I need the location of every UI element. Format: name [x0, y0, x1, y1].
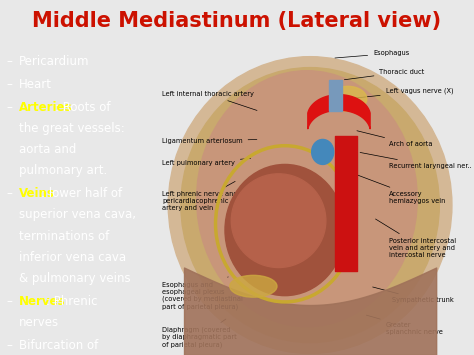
Text: Pericardium: Pericardium	[19, 55, 90, 68]
Text: Middle Mediastinum (Lateral view): Middle Mediastinum (Lateral view)	[32, 11, 442, 31]
Text: Arch of aorta: Arch of aorta	[357, 131, 432, 147]
Text: Nerves: Nerves	[19, 295, 65, 308]
Text: Heart: Heart	[19, 78, 52, 91]
Text: aorta and: aorta and	[19, 143, 76, 156]
Text: Diaphragm (covered
by diaphragmatic part
of parietal pleura): Diaphragm (covered by diaphragmatic part…	[162, 319, 237, 348]
Text: the great vessels:: the great vessels:	[19, 122, 125, 135]
Text: Left internal thoracic artery: Left internal thoracic artery	[162, 91, 257, 110]
Ellipse shape	[168, 57, 452, 354]
Ellipse shape	[197, 71, 417, 327]
Text: Left pulmonary artery: Left pulmonary artery	[162, 158, 251, 166]
Text: Veins: Veins	[19, 187, 55, 200]
Bar	[329, 80, 342, 111]
Text: Accessory
hemiazygos vein: Accessory hemiazygos vein	[357, 175, 445, 204]
Text: –: –	[6, 55, 12, 68]
Text: superior vena cava,: superior vena cava,	[19, 208, 136, 222]
Text: –: –	[6, 295, 12, 308]
Text: nerves: nerves	[19, 316, 59, 329]
Text: Greater
splanchnic nerve: Greater splanchnic nerve	[366, 315, 443, 335]
Text: Thoracic duct: Thoracic duct	[345, 69, 425, 80]
Text: –: –	[6, 78, 12, 91]
Text: Esophagus: Esophagus	[335, 50, 410, 58]
Text: Arteries: Arteries	[19, 101, 73, 114]
Text: : lower half of: : lower half of	[41, 187, 122, 200]
Ellipse shape	[312, 140, 334, 164]
Ellipse shape	[231, 174, 326, 268]
Text: Posterior intercostal
vein and artery and
intercostal nerve: Posterior intercostal vein and artery an…	[375, 219, 456, 258]
Text: –: –	[6, 101, 12, 114]
Text: inferior vena cava: inferior vena cava	[19, 251, 126, 264]
Text: –: –	[6, 339, 12, 352]
Text: & pulmonary veins: & pulmonary veins	[19, 272, 131, 285]
Ellipse shape	[329, 86, 367, 111]
Text: pulmonary art.: pulmonary art.	[19, 164, 107, 178]
Ellipse shape	[181, 67, 439, 343]
Text: Bifurcation of: Bifurcation of	[19, 339, 98, 352]
Text: Left phrenic nerve and
pericardiacophrenic
artery and vein: Left phrenic nerve and pericardiacophren…	[162, 181, 237, 211]
Text: Recurrent laryngeal ner..: Recurrent laryngeal ner..	[360, 152, 472, 169]
Text: –: –	[6, 187, 12, 200]
Text: Esophagus and
esophageal plexus
(covered by mediastinal
part of parietal pleura): Esophagus and esophageal plexus (covered…	[162, 277, 243, 310]
Text: Ligamentum arteriosum: Ligamentum arteriosum	[162, 138, 257, 144]
Text: : Phrenic: : Phrenic	[46, 295, 97, 308]
Ellipse shape	[225, 164, 345, 296]
Text: Sympathetic trunk: Sympathetic trunk	[373, 287, 454, 303]
Text: Left vagus nerve (X): Left vagus nerve (X)	[351, 88, 453, 99]
Ellipse shape	[230, 275, 277, 297]
Text: terminations of: terminations of	[19, 230, 109, 243]
Text: : Roots of: : Roots of	[55, 101, 110, 114]
